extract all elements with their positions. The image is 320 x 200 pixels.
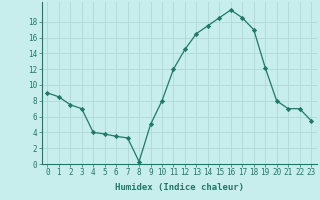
X-axis label: Humidex (Indice chaleur): Humidex (Indice chaleur) [115, 183, 244, 192]
